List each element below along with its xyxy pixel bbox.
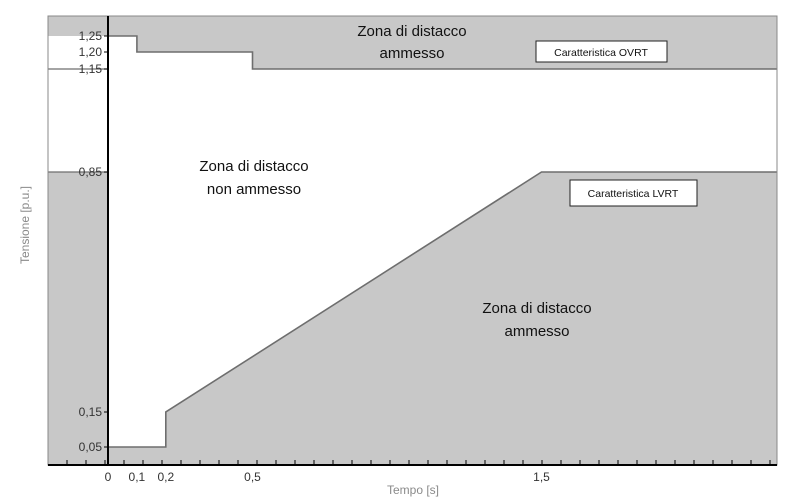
x-tick-label: 0,1 [129, 470, 146, 484]
x-tick-label: 1,5 [533, 470, 550, 484]
x-tick-label: 0,5 [244, 470, 261, 484]
x-axis-title: Tempo [s] [387, 483, 439, 497]
zones-layer [48, 16, 777, 465]
lines-layer [48, 35, 777, 448]
labels-layer: Zona di distacco ammesso Zona di distacco n… [199, 23, 698, 340]
y-tick-label: 0,85 [79, 165, 103, 179]
x-tick-label: 0 [105, 470, 112, 484]
axes-layer: 0,05 0,15 0,85 1,15 1,20 1,25 0 0,1 0,2 0,5 1,5 Tem… [18, 15, 778, 497]
zone-label-middle-line2: non ammesso [207, 181, 301, 198]
zone-label-bottom-line2: ammesso [504, 323, 569, 340]
lvrt-label-box [569, 179, 698, 207]
zone-label-top-line1: Zona di distacco [357, 23, 466, 40]
ovrt-label: Caratteristica OVRT [554, 47, 648, 59]
y-tick-label: 0,15 [79, 405, 103, 419]
y-tick-label: 1,25 [79, 29, 103, 43]
zone-label-top-line2: ammesso [379, 45, 444, 62]
y-tick-label: 1,15 [79, 62, 103, 76]
ovrt-line [108, 35, 777, 70]
ovrt-label-box [535, 40, 668, 63]
y-axis-title: Tensione [p.u.] [18, 186, 32, 264]
lower-zone-fill [48, 172, 777, 465]
lvrt-label: Caratteristica LVRT [588, 188, 679, 200]
x-tick-label: 0,2 [157, 470, 174, 484]
zone-label-middle-line1: Zona di distacco [199, 158, 308, 175]
zone-label-bottom-line1: Zona di distacco [482, 300, 591, 317]
y-tick-label: 0,05 [79, 440, 103, 454]
y-tick-label: 1,20 [79, 45, 103, 59]
lvrt-line [108, 171, 777, 448]
